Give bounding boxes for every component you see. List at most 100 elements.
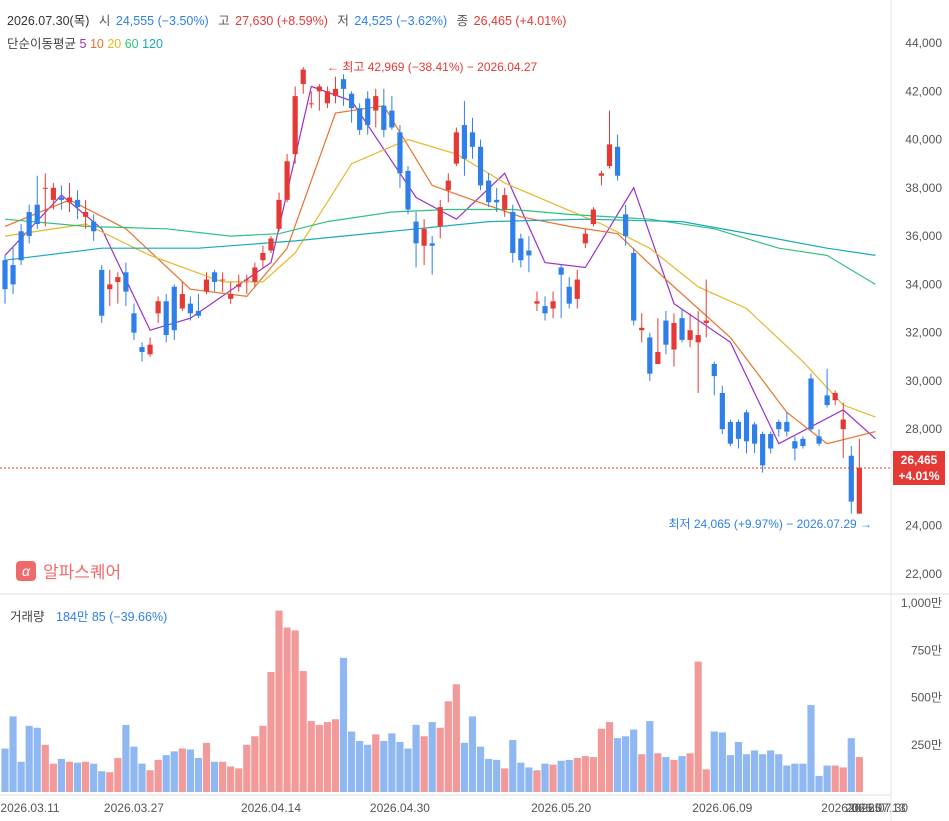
ma-line-20 — [4, 138, 876, 418]
volume-bar — [493, 759, 501, 792]
price-tick-label: 22,000 — [905, 567, 942, 581]
candle-body — [147, 344, 153, 355]
candle-body — [816, 436, 822, 444]
high-value: 27,630 (+8.59%) — [235, 14, 328, 28]
candle-body — [848, 455, 854, 502]
volume-bar — [178, 748, 186, 792]
candle-body — [260, 252, 266, 261]
volume-bar — [799, 763, 807, 792]
volume-bar — [759, 754, 767, 792]
candle-body — [477, 146, 484, 186]
candle-body — [332, 88, 339, 97]
volume-bar — [162, 755, 170, 792]
low-annotation: 최저 24,065 (+9.97%) − 2026.07.29 → — [668, 517, 872, 531]
candle-body — [58, 197, 65, 200]
candle-body — [179, 294, 185, 309]
candle-body — [373, 96, 379, 111]
date-tick-label: 2026.03.11 — [0, 801, 59, 815]
candle-body — [542, 306, 548, 314]
ma-legend[interactable]: 단순이동평균 5 10 20 60 120 — [7, 33, 163, 52]
candle-body — [606, 144, 613, 167]
close-label: 종 — [456, 14, 469, 28]
volume-bar — [678, 756, 686, 792]
candle-body — [99, 269, 105, 316]
volume-bars — [1, 610, 863, 792]
volume-bar — [702, 769, 710, 792]
date-tick-label: 2026.06.25 — [821, 801, 881, 815]
candle-body — [494, 199, 500, 203]
ma-legend-label: 단순이동평균 — [7, 37, 77, 51]
volume-bar — [557, 760, 565, 792]
price-tick-label: 30,000 — [905, 374, 942, 388]
price-tick-label: 42,000 — [905, 84, 942, 98]
volume-bar — [452, 684, 460, 792]
volume-bar — [468, 716, 477, 792]
volume-bar — [49, 763, 57, 792]
volume-bar — [347, 731, 356, 792]
ma-legend-60: 60 — [124, 37, 139, 51]
volume-tick-label: 750만 — [911, 643, 942, 657]
volume-bar — [227, 766, 235, 792]
price-tick-label: 36,000 — [905, 229, 942, 243]
volume-bar — [404, 748, 412, 792]
open-label: 시 — [98, 14, 111, 28]
volume-bar — [267, 671, 275, 792]
candle-body — [340, 79, 347, 89]
candle-body — [42, 187, 48, 189]
candle-body — [727, 421, 733, 444]
candle-body — [550, 301, 556, 309]
volume-bar — [202, 742, 211, 792]
volume-bar — [662, 757, 670, 792]
volume-bar — [259, 725, 267, 792]
candle-body — [735, 421, 742, 439]
volume-bar — [73, 762, 82, 792]
candle-body — [187, 303, 193, 314]
candle-body — [502, 195, 508, 210]
volume-bar — [783, 765, 791, 792]
axes: 22,00024,00026,00028,00030,00032,00034,0… — [0, 36, 942, 815]
volume-legend-label: 거래량 — [10, 610, 45, 624]
candle-body — [171, 286, 177, 331]
price-tick-label: 32,000 — [905, 326, 942, 340]
candle-body — [252, 267, 258, 282]
price-tick-label: 34,000 — [905, 277, 942, 291]
volume-bar — [565, 759, 573, 792]
candle-body — [365, 98, 371, 126]
price-tick-label: 28,000 — [905, 422, 942, 436]
date-tick-label: 2026.03.27 — [104, 801, 164, 815]
ohlc-header: 2026.07.30(목) 시 24,555 (−3.50%) 고 27,630… — [7, 10, 568, 29]
candle-body — [18, 231, 24, 261]
moving-average-lines — [4, 85, 876, 445]
candle-body — [324, 91, 330, 104]
candle-body — [381, 105, 387, 130]
volume-bar — [315, 724, 323, 792]
candle-body — [413, 221, 419, 244]
ma-legend-120: 120 — [142, 37, 163, 51]
volume-bar — [775, 754, 783, 792]
volume-bar — [323, 722, 331, 792]
candle-body — [808, 378, 814, 430]
volume-bar — [98, 771, 106, 792]
candle-body — [518, 238, 524, 261]
volume-bar — [283, 627, 291, 792]
candle-body — [566, 286, 572, 304]
volume-bar — [485, 758, 493, 792]
candle-body — [308, 103, 314, 105]
volume-bar — [235, 768, 243, 792]
alphasquare-logo: α 알파스퀘어 — [16, 558, 121, 583]
volume-bar — [146, 770, 154, 792]
volume-bar — [420, 736, 428, 792]
volume-bar — [170, 751, 178, 792]
volume-bar — [501, 768, 509, 792]
candle-body — [300, 69, 306, 85]
volume-bar — [839, 767, 847, 792]
candle-body — [10, 265, 16, 285]
candles — [2, 67, 862, 514]
ma-line-5 — [4, 85, 876, 445]
candle-body — [760, 434, 766, 466]
volume-bar — [275, 610, 283, 792]
candle-body — [316, 86, 322, 92]
volume-bar — [831, 765, 839, 792]
candle-body — [348, 93, 355, 109]
